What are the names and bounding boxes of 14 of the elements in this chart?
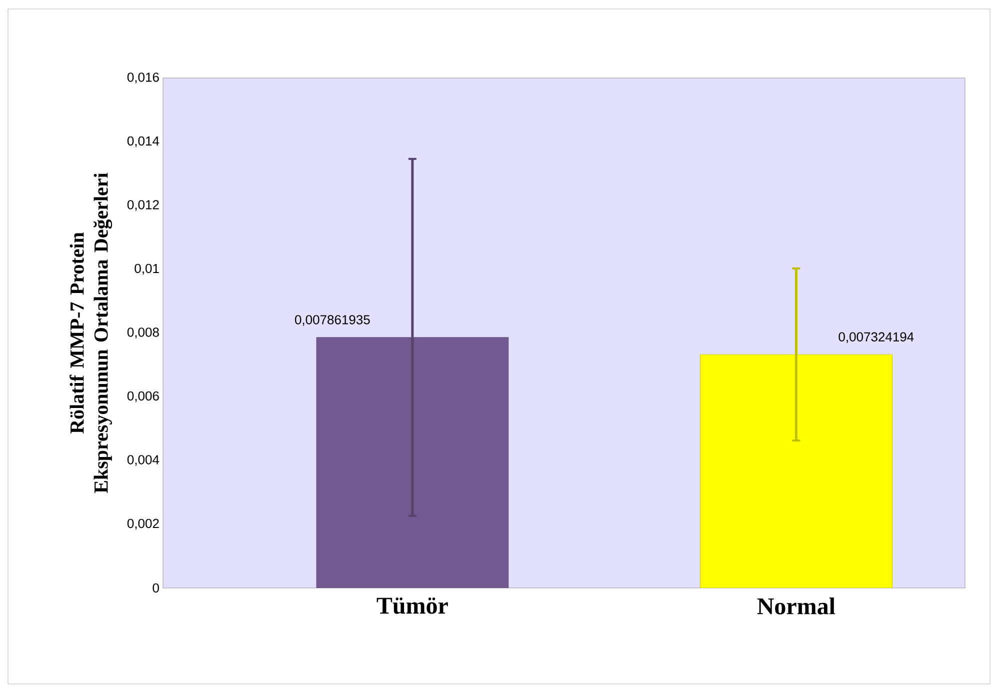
y-tick-label: 0,01 <box>134 264 159 275</box>
x-tick-label: Normal <box>757 598 836 614</box>
y-tick-label: 0,004 <box>127 455 160 466</box>
y-tick-label: 0,008 <box>127 328 159 338</box>
y-tick-label: 0,014 <box>127 136 160 148</box>
data-label: 0,007324194 <box>838 332 914 343</box>
y-tick-label: 0,002 <box>127 518 159 530</box>
y-tick-label: 0,016 <box>127 72 159 84</box>
y-tick-label: 0,012 <box>127 200 159 211</box>
x-tick-label: Tümör <box>376 598 448 614</box>
y-tick-label: 0,006 <box>127 391 159 402</box>
y-tick-label: 0 <box>152 583 159 593</box>
data-label: 0,007861935 <box>294 315 370 326</box>
y-axis-title: Rölatif MMP-7 Protein Ekspresyonunun Ortalama Değerleri <box>70 172 112 494</box>
